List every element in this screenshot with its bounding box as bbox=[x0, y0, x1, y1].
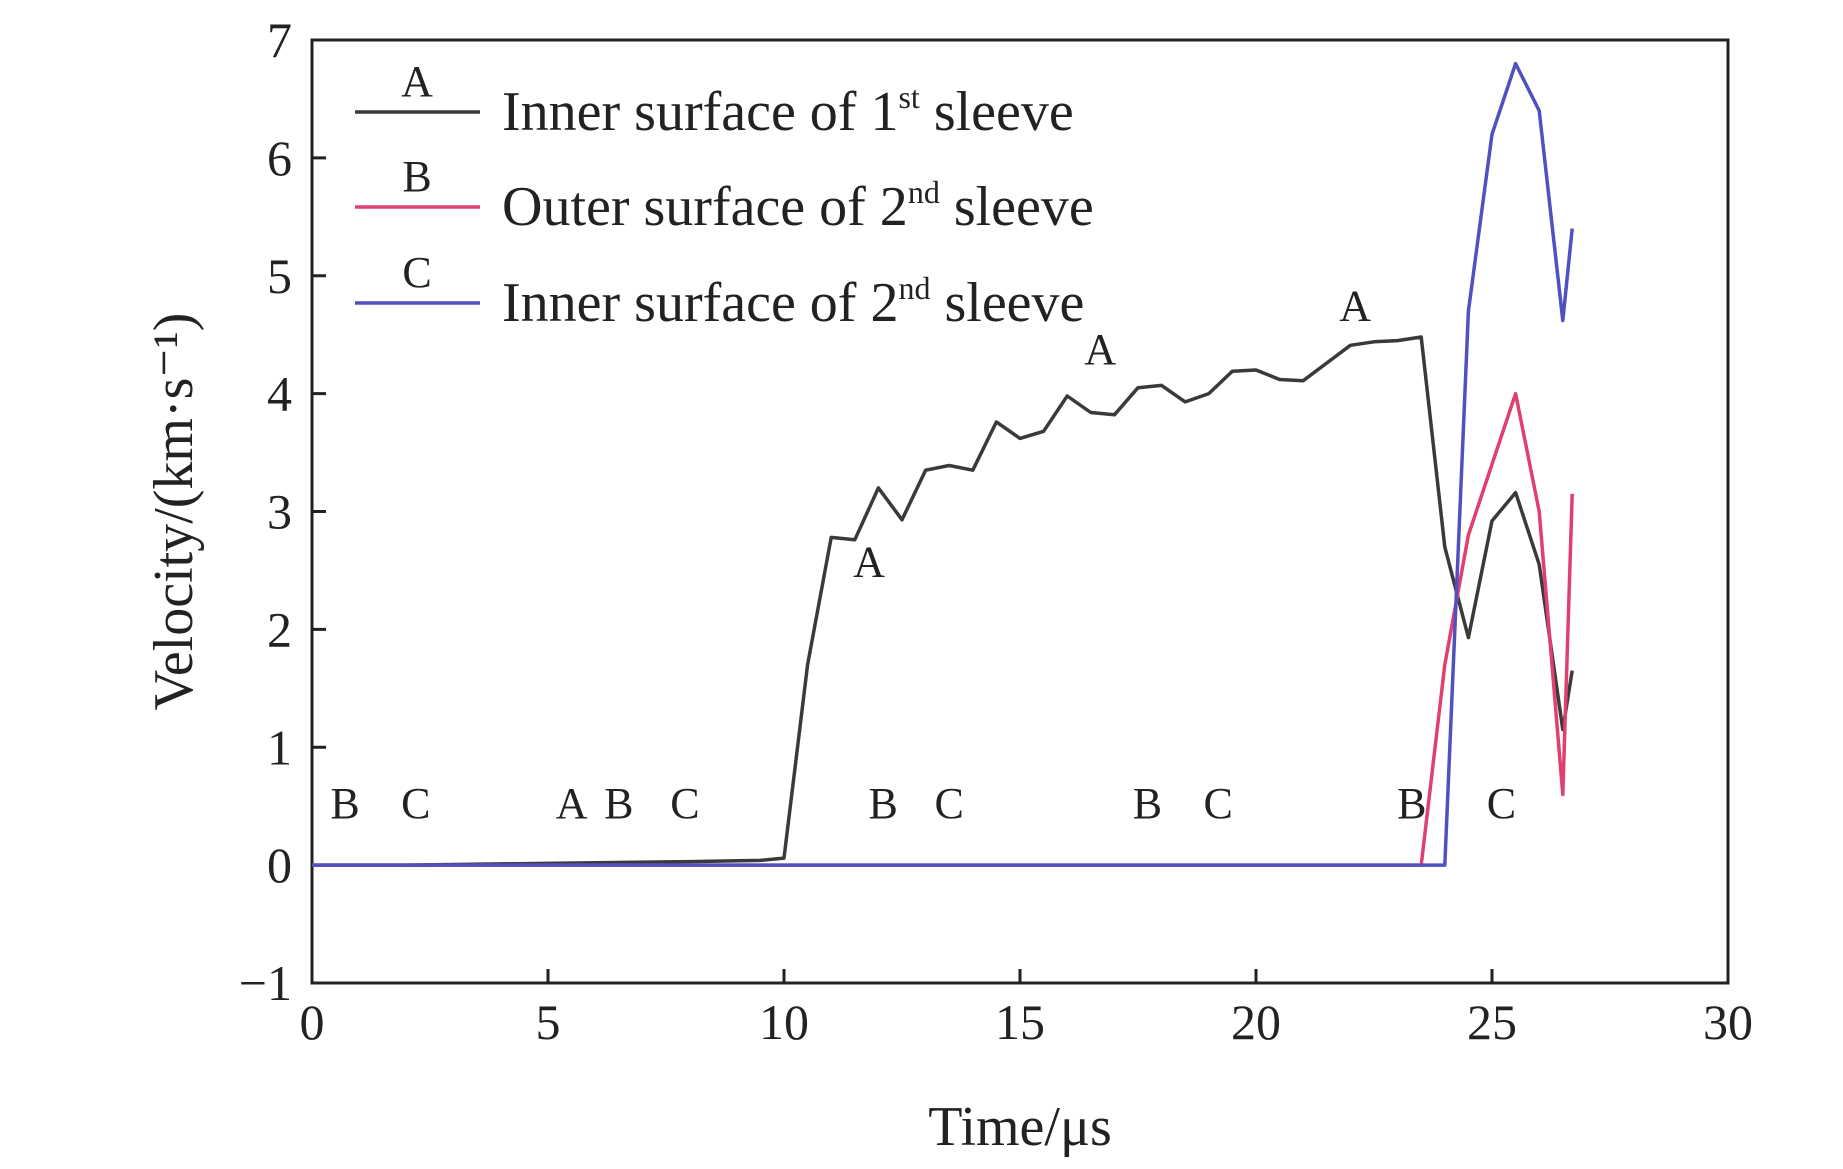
legend: A Inner surface of 1st sleeve B Outer surfa… bbox=[355, 57, 1094, 334]
series-line-B bbox=[312, 391, 1574, 867]
y-tick-label: 3 bbox=[267, 484, 292, 540]
legend-entry-text: Inner surface of 2nd sleeve bbox=[502, 270, 1084, 334]
curve-label: B bbox=[1133, 779, 1162, 828]
curve-label: A bbox=[1339, 282, 1371, 331]
y-tick-label: 7 bbox=[267, 12, 292, 68]
x-tick-label: 5 bbox=[536, 994, 561, 1050]
series-line-A bbox=[312, 335, 1574, 867]
y-tick-label: 6 bbox=[267, 130, 292, 186]
legend-letter: B bbox=[402, 152, 431, 201]
legend-entry-sup: nd bbox=[908, 174, 940, 210]
legend-entry-main: Inner surface of 2 bbox=[502, 272, 898, 334]
y-tick-label: −1 bbox=[239, 955, 292, 1011]
curve-label: C bbox=[1487, 779, 1516, 828]
curve-label: B bbox=[1397, 779, 1426, 828]
legend-entry-sup: nd bbox=[898, 270, 930, 306]
y-axis-title: Velocity/(km·s⁻¹) bbox=[143, 313, 205, 711]
curve-label: B bbox=[330, 779, 359, 828]
y-tick-label: 5 bbox=[267, 248, 292, 304]
x-tick-label: 15 bbox=[995, 994, 1045, 1050]
series-line-C bbox=[312, 61, 1574, 867]
y-tick-label: 2 bbox=[267, 601, 292, 657]
legend-letter: A bbox=[401, 57, 433, 106]
legend-entry-main: Inner surface of 1 bbox=[502, 81, 898, 143]
curve-label: A bbox=[556, 779, 588, 828]
curve-label: C bbox=[401, 779, 430, 828]
legend-entry-sup: st bbox=[898, 79, 919, 115]
legend-entry-tail: sleeve bbox=[930, 272, 1084, 334]
legend-entry-main: Outer surface of 2 bbox=[502, 176, 908, 238]
legend-entry-text: Outer surface of 2nd sleeve bbox=[502, 174, 1094, 238]
legend-entry-tail: sleeve bbox=[920, 81, 1074, 143]
legend-entry-text: Inner surface of 1st sleeve bbox=[502, 79, 1074, 143]
x-tick-label: 20 bbox=[1231, 994, 1281, 1050]
curve-label: A bbox=[853, 537, 885, 586]
x-tick-label: 0 bbox=[300, 994, 325, 1050]
x-tick-label: 25 bbox=[1467, 994, 1517, 1050]
x-tick-label: 30 bbox=[1703, 994, 1753, 1050]
y-tick-label: 1 bbox=[267, 719, 292, 775]
curve-label: B bbox=[868, 779, 897, 828]
x-axis-title: Time/μs bbox=[928, 1096, 1112, 1158]
curve-label: C bbox=[1204, 779, 1233, 828]
curve-label: B bbox=[604, 779, 633, 828]
legend-letter: C bbox=[402, 248, 431, 297]
curve-label: C bbox=[935, 779, 964, 828]
y-tick-label: 0 bbox=[267, 837, 292, 893]
curve-label: C bbox=[670, 779, 699, 828]
y-tick-label: 4 bbox=[267, 366, 292, 422]
legend-entry-tail: sleeve bbox=[940, 176, 1094, 238]
x-tick-label: 10 bbox=[759, 994, 809, 1050]
curve-label: A bbox=[1084, 325, 1116, 374]
